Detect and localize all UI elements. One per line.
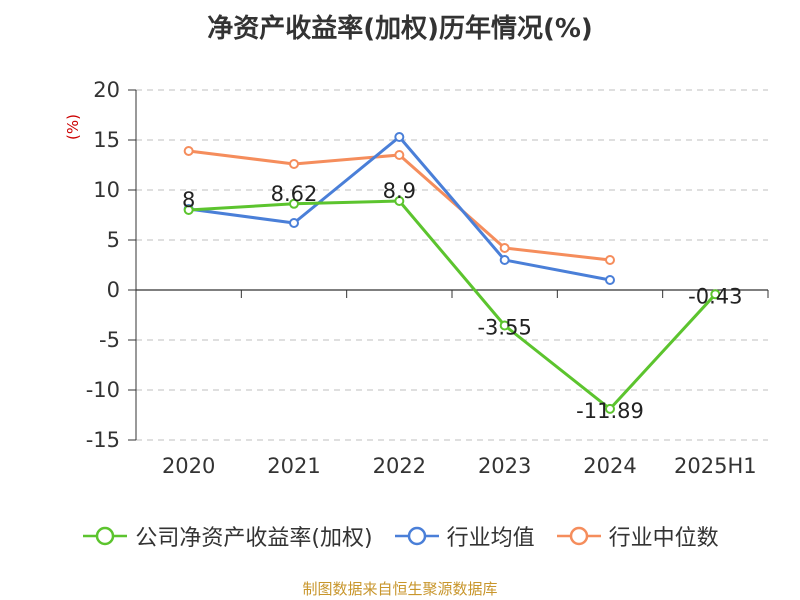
- data-label: 8.62: [271, 182, 318, 206]
- legend-item[interactable]: 行业中位数: [555, 520, 719, 552]
- legend-label: 行业中位数: [608, 526, 719, 551]
- legend-marker-icon: [83, 526, 128, 546]
- x-tick-label: 2021: [267, 454, 320, 478]
- data-point: [394, 150, 405, 160]
- data-point: [183, 205, 194, 215]
- data-point: [710, 289, 721, 300]
- data-point: [605, 403, 615, 414]
- y-tick-label: -5: [99, 328, 120, 352]
- data-point: [289, 159, 299, 169]
- legend-item[interactable]: 公司净资产收益率(加权): [81, 520, 373, 552]
- y-tick-label: 0: [107, 278, 120, 302]
- y-tick-label: 15: [93, 128, 120, 152]
- data-point: [605, 275, 615, 285]
- y-tick-label: -10: [86, 378, 120, 402]
- data-label: -3.55: [477, 316, 531, 340]
- y-tick-label: -15: [86, 428, 120, 452]
- x-tick-label: 2025H1: [674, 454, 757, 478]
- x-tick-label: 2023: [478, 454, 531, 478]
- legend: 公司净资产收益率(加权) 行业均值 行业中位数: [0, 520, 800, 552]
- legend-marker-icon: [556, 526, 601, 546]
- data-point: [499, 255, 510, 265]
- data-label: -0.43: [688, 284, 742, 308]
- data-point: [289, 198, 299, 209]
- legend-marker-icon: [394, 526, 439, 546]
- y-tick-label: 5: [107, 228, 120, 252]
- data-point: [394, 196, 405, 206]
- data-point: [499, 243, 510, 253]
- legend-label: 行业均值: [446, 526, 535, 551]
- data-point: [183, 146, 194, 156]
- y-tick-label: 10: [93, 178, 120, 202]
- y-tick-label: 20: [93, 78, 120, 102]
- series-line: [188, 199, 717, 411]
- data-point: [289, 218, 299, 228]
- legend-item[interactable]: 行业均值: [393, 520, 535, 552]
- data-point: [605, 255, 615, 265]
- legend-label: 公司净资产收益率(加权): [135, 526, 373, 551]
- source-footer: 制图数据来自恒生聚源数据库: [302, 580, 498, 598]
- y-axis-label: (%): [64, 114, 82, 140]
- data-point: [394, 132, 405, 142]
- chart-title: 净资产收益率(加权)历年情况(%): [207, 14, 593, 44]
- x-tick-label: 2024: [583, 454, 636, 478]
- data-label: 8.9: [383, 179, 416, 203]
- x-tick-label: 2020: [162, 454, 215, 478]
- x-tick-label: 2022: [373, 454, 426, 478]
- data-point: [499, 320, 510, 331]
- data-label: -11.89: [576, 399, 644, 423]
- data-label: 8: [182, 188, 195, 212]
